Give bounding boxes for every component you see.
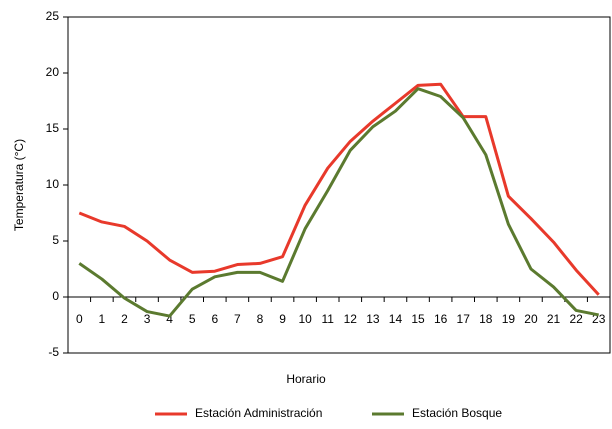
plot-frame [67,16,611,354]
x-tick-label: 18 [479,312,493,326]
y-tick-label: 0 [52,289,59,303]
x-tick-label: 22 [569,312,583,326]
x-tick-label: 8 [257,312,264,326]
y-tick-label: 20 [46,65,60,79]
legend-label: Estación Administración [195,406,322,420]
x-tick-label: 11 [321,312,334,326]
x-tick-label: 12 [344,312,358,326]
x-tick-label: 13 [366,312,380,326]
x-tick-label: 20 [524,312,538,326]
y-tick-label: 15 [46,121,60,135]
x-tick-label: 0 [76,312,83,326]
x-tick-label: 15 [411,312,425,326]
x-tick-label: 16 [434,312,448,326]
x-tick-label: 1 [99,312,106,326]
x-tick-label: 2 [121,312,128,326]
legend-label: Estación Bosque [412,406,502,420]
x-tick-label: 21 [547,312,561,326]
x-axis-label: Horario [286,372,326,386]
x-tick-label: 9 [279,312,286,326]
x-tick-label: 7 [234,312,241,326]
x-tick-label: 4 [166,312,173,326]
y-tick-label: -5 [48,345,59,359]
x-tick-label: 17 [457,312,471,326]
y-axis-label: Temperatura (°C) [12,139,26,231]
series-line [78,87,599,318]
x-tick-label: 10 [298,312,312,326]
y-tick-label: 10 [46,177,60,191]
x-tick-label: 5 [189,312,196,326]
y-tick-label: 25 [46,9,60,23]
x-tick-label: 14 [389,312,403,326]
x-tick-label: 6 [211,312,218,326]
y-tick-label: 5 [52,233,59,247]
x-tick-label: 3 [144,312,151,326]
series-line [78,82,600,296]
x-tick-label: 19 [502,312,516,326]
